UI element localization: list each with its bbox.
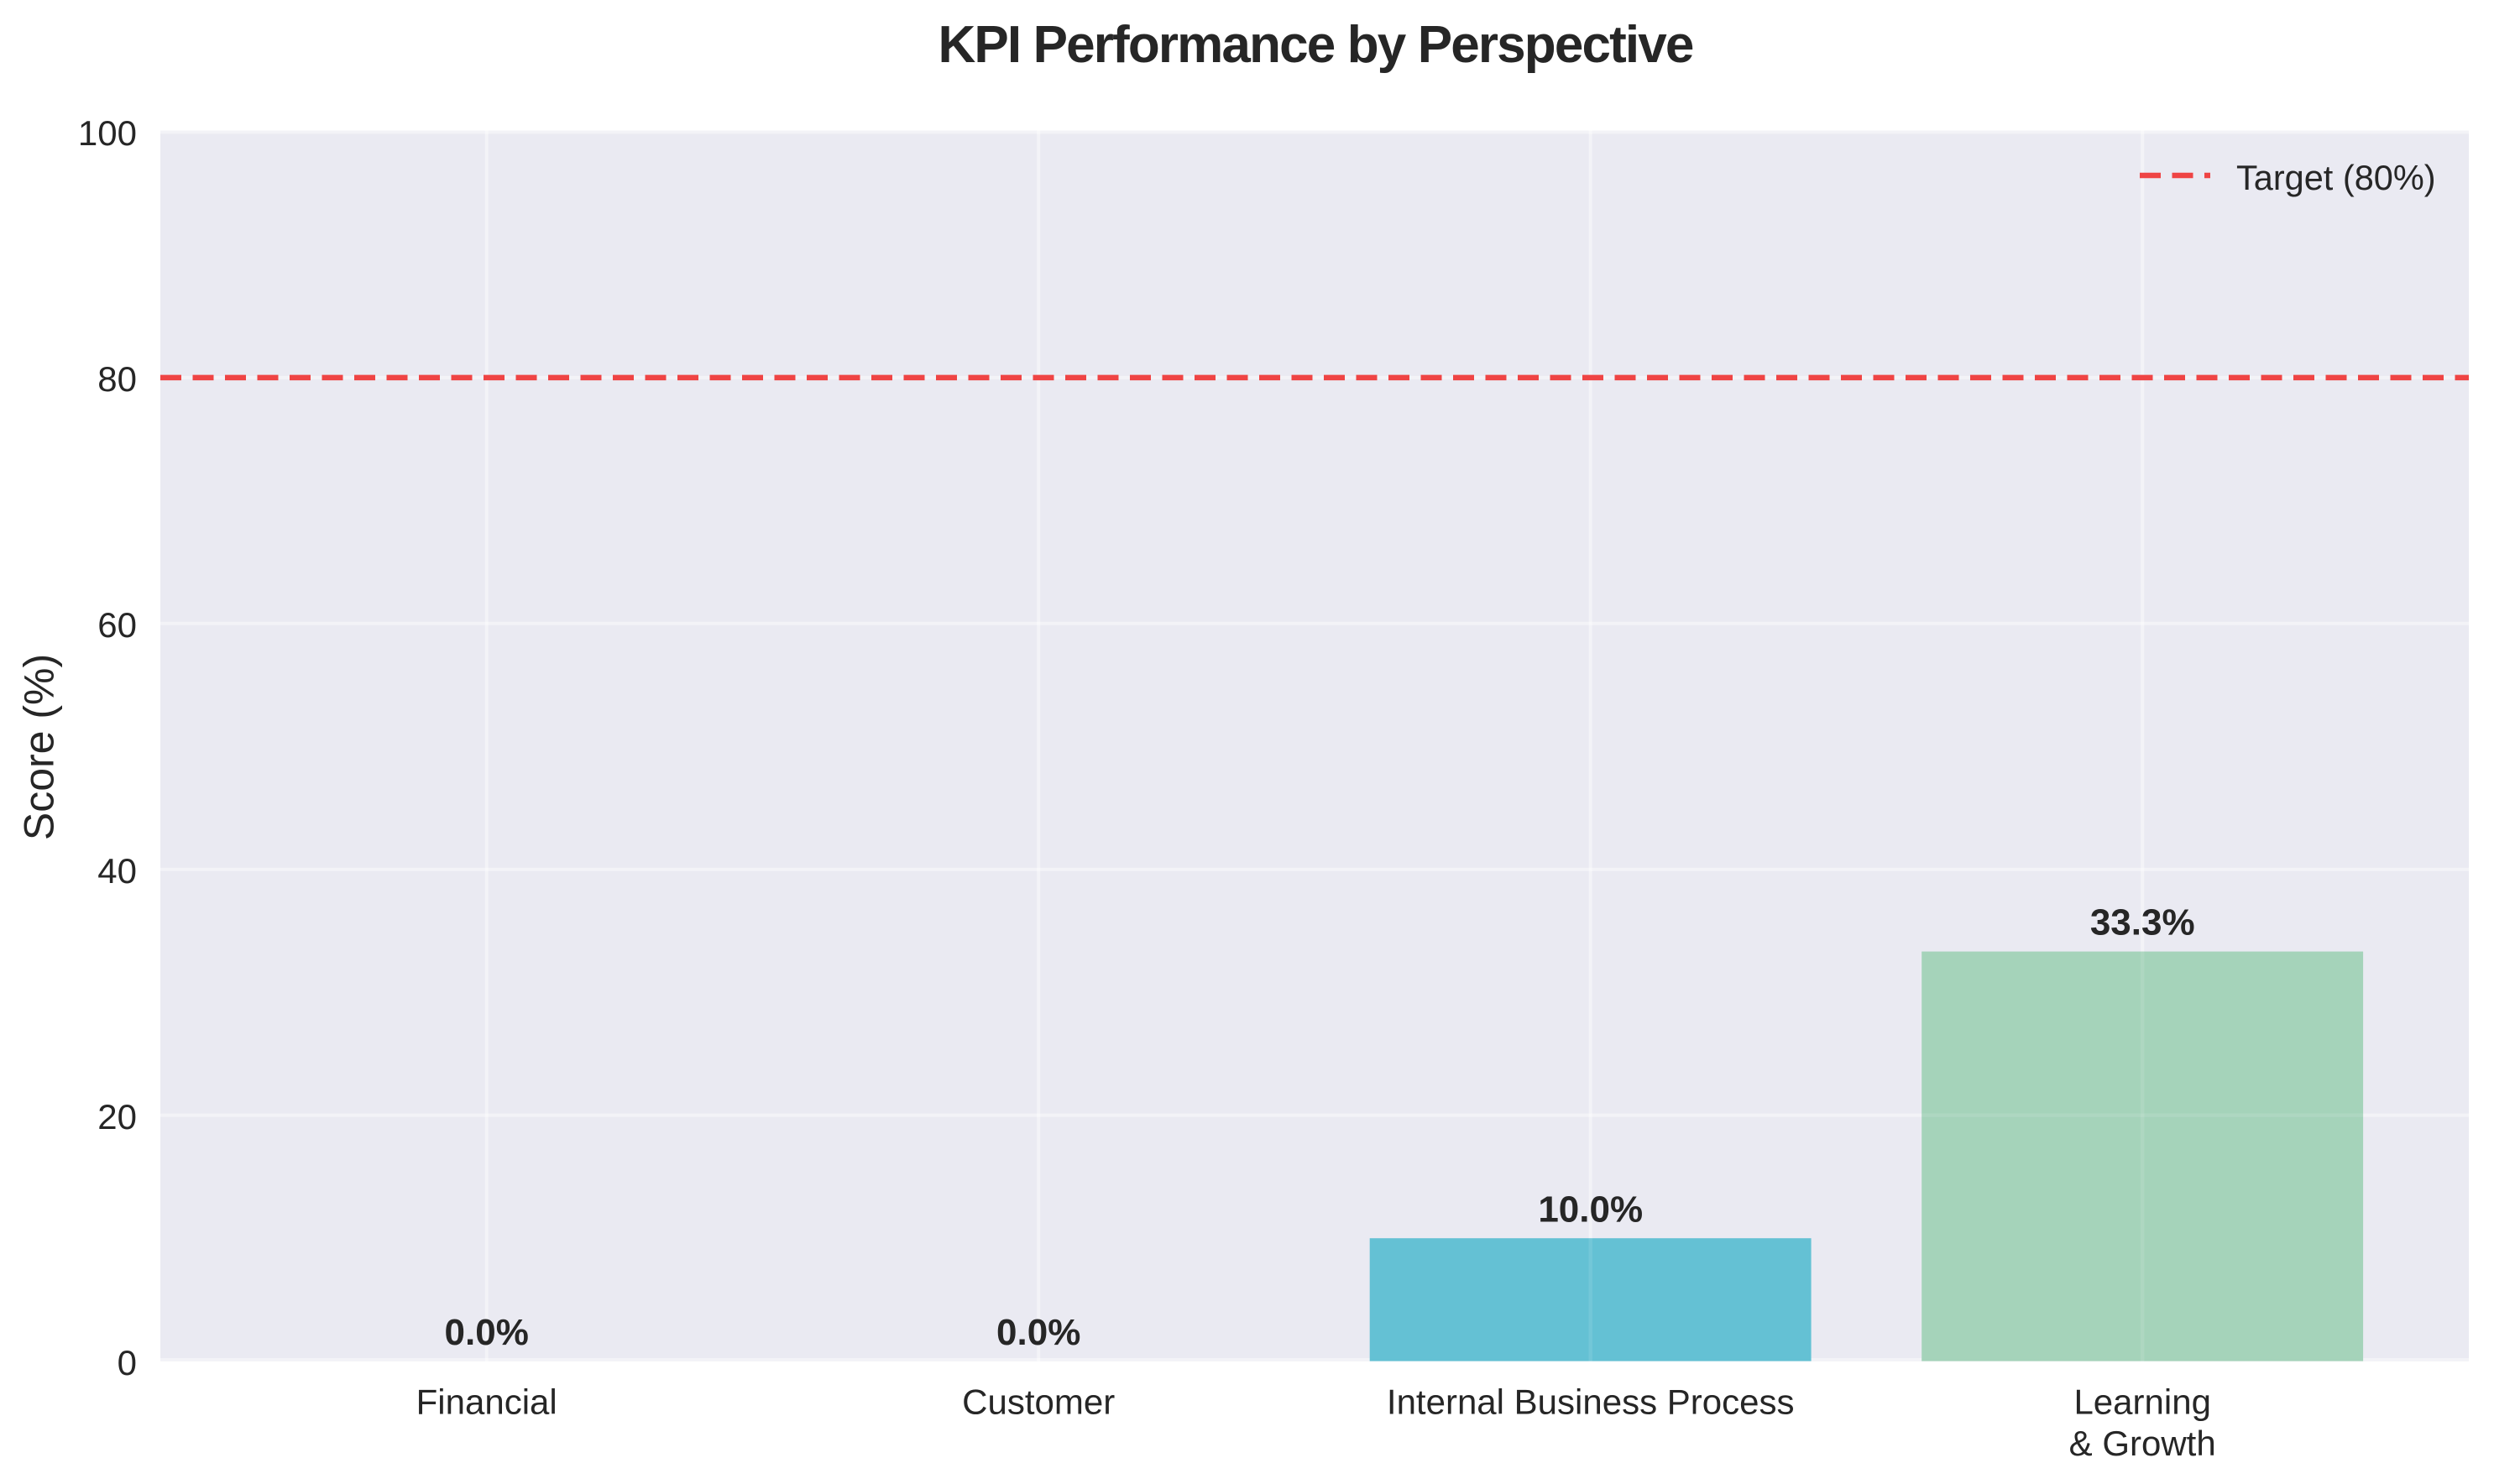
svg-text:80: 80 [97,359,137,399]
svg-text:Internal Business Process: Internal Business Process [1387,1382,1795,1422]
svg-text:20: 20 [97,1097,137,1137]
svg-text:Target (80%): Target (80%) [2236,158,2436,197]
svg-text:0.0%: 0.0% [996,1312,1080,1353]
svg-text:0: 0 [118,1343,137,1382]
svg-text:100: 100 [78,113,137,153]
svg-text:KPI Performance by Perspective: KPI Performance by Perspective [938,16,1692,74]
svg-text:& Growth: & Growth [2069,1424,2216,1463]
svg-text:60: 60 [97,605,137,645]
svg-text:10.0%: 10.0% [1538,1189,1643,1231]
svg-text:0.0%: 0.0% [445,1312,529,1353]
svg-text:40: 40 [97,851,137,891]
svg-text:Score (%): Score (%) [16,654,63,840]
svg-text:Learning: Learning [2073,1382,2210,1422]
svg-text:Customer: Customer [962,1382,1115,1422]
svg-text:Financial: Financial [416,1382,557,1422]
svg-text:33.3%: 33.3% [2090,902,2195,943]
